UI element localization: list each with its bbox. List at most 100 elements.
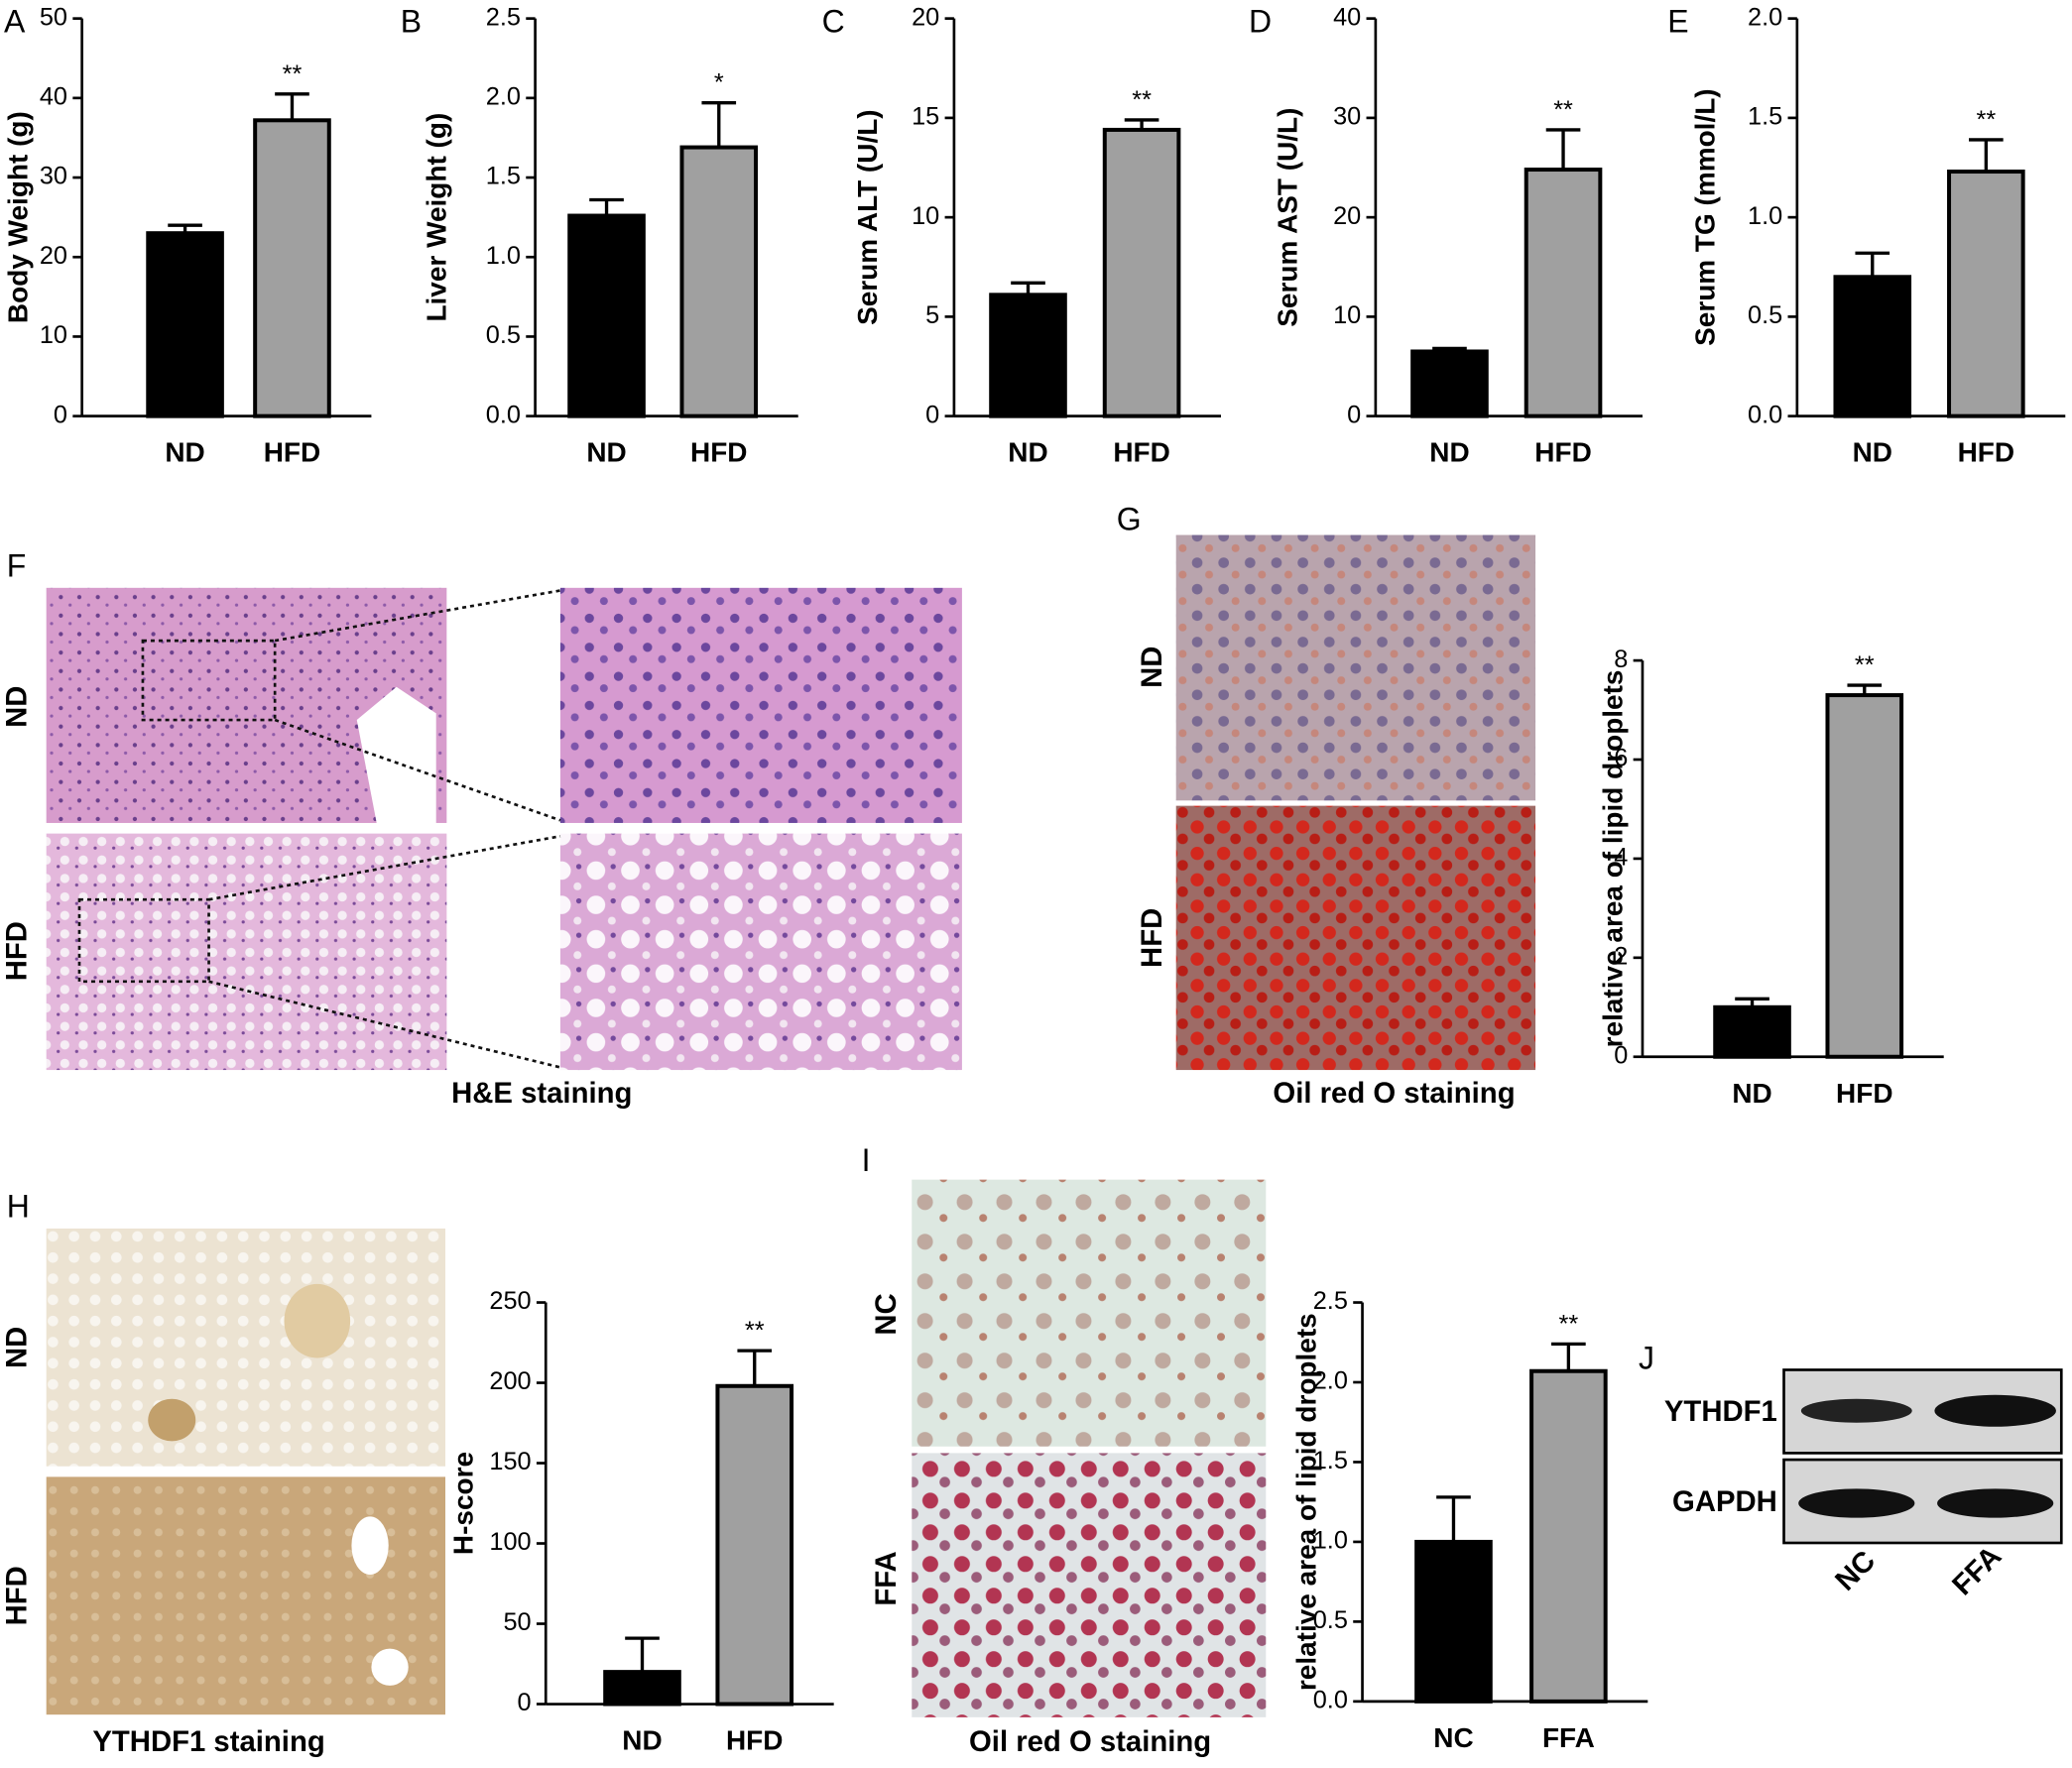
y-axis-title: Serum ALT (U/L): [852, 109, 883, 325]
zoom-box: [141, 639, 277, 722]
micrograph: [1175, 534, 1536, 801]
y-tick-label: 20: [1333, 202, 1361, 230]
vessel: [148, 1398, 196, 1442]
bar: [1410, 349, 1489, 418]
bar: [679, 145, 759, 418]
bar: [146, 231, 224, 418]
y-tick-label: 1.0: [1748, 202, 1782, 230]
band: [1798, 1488, 1915, 1518]
x-tick-label: HFD: [1958, 437, 2014, 468]
y-axis-title: Serum TG (mmol/L): [1690, 88, 1721, 346]
y-tick-label: 20: [912, 3, 939, 31]
y-tick-label: 200: [489, 1367, 531, 1395]
y-tick-label: 0: [925, 401, 939, 428]
y-axis-title: H-score: [447, 1452, 478, 1555]
y-axis-title: Liver Weight (g): [422, 113, 452, 322]
zoom-box: [77, 897, 210, 984]
y-tick-label: 0.5: [486, 321, 521, 349]
panel-letter: J: [1639, 1341, 1654, 1376]
y-tick-label: 10: [1333, 301, 1361, 329]
x-tick-label: HFD: [1113, 437, 1169, 468]
micrograph: [559, 587, 962, 823]
row-label: HFD: [0, 1566, 33, 1625]
y-tick-label: 1.5: [1313, 1447, 1348, 1474]
significance: **: [745, 1317, 765, 1345]
x-tick-label: HFD: [1836, 1078, 1892, 1109]
x-tick-label: NC: [1433, 1722, 1473, 1753]
y-tick-label: 4: [1614, 844, 1628, 872]
band-label: GAPDH: [1672, 1485, 1777, 1518]
y-tick-label: 0.0: [1313, 1687, 1348, 1714]
x-tick-label: ND: [1008, 437, 1047, 468]
y-tick-label: 150: [489, 1448, 531, 1475]
y-tick-label: 6: [1614, 745, 1628, 772]
y-tick-label: 2: [1614, 943, 1628, 971]
significance: **: [283, 60, 303, 88]
bar: [567, 213, 646, 418]
y-tick-label: 10: [40, 321, 67, 349]
y-tick-label: 2.0: [486, 83, 521, 111]
vessel: [351, 1516, 389, 1575]
micrograph: [912, 1179, 1267, 1447]
micrograph: [46, 833, 447, 1071]
panel-letter: H: [7, 1188, 30, 1224]
lane-label: NC: [1829, 1544, 1882, 1596]
y-axis-title: Body Weight (g): [2, 111, 33, 323]
x-tick-label: ND: [1853, 437, 1892, 468]
bar: [989, 293, 1067, 418]
panel-letter: B: [401, 3, 422, 39]
x-tick-label: ND: [622, 1725, 662, 1756]
bar: [1414, 1539, 1493, 1704]
y-axis-title: relative area of lipid droplets: [1290, 1313, 1321, 1691]
panel-letter: E: [1667, 3, 1688, 39]
significance: *: [714, 69, 724, 97]
y-tick-label: 100: [489, 1528, 531, 1556]
y-tick-label: 30: [40, 163, 67, 190]
y-tick-label: 1.0: [486, 242, 521, 270]
caption: YTHDF1 staining: [92, 1725, 324, 1758]
panel-letter: A: [4, 3, 26, 39]
y-axis-title: relative area of lipid droplets: [1597, 670, 1628, 1048]
band: [1934, 1394, 2056, 1427]
band: [1937, 1488, 2054, 1518]
band-label: YTHDF1: [1664, 1395, 1777, 1428]
y-tick-label: 2.5: [486, 3, 521, 31]
micrograph: [912, 1453, 1267, 1717]
y-tick-label: 20: [40, 242, 67, 270]
bar: [603, 1670, 681, 1707]
significance: **: [1559, 1310, 1579, 1338]
y-tick-label: 2.0: [1748, 3, 1782, 31]
x-tick-label: HFD: [1534, 437, 1591, 468]
vessel: [371, 1648, 409, 1686]
micrograph: [46, 1228, 446, 1467]
y-tick-label: 40: [1333, 3, 1361, 31]
x-tick-label: HFD: [264, 437, 320, 468]
significance: **: [1855, 651, 1875, 679]
caption: H&E staining: [451, 1077, 632, 1110]
panel-letter: C: [822, 3, 845, 39]
y-tick-label: 0: [1347, 401, 1361, 428]
zoom-line: [208, 589, 561, 1069]
panel-letter: I: [862, 1142, 871, 1178]
bar: [253, 118, 331, 418]
images: [46, 534, 2063, 1717]
y-tick-label: 40: [40, 83, 67, 111]
y-tick-label: 15: [912, 103, 939, 131]
y-tick-label: 0.0: [486, 401, 521, 428]
y-tick-label: 2.0: [1313, 1367, 1348, 1395]
y-tick-label: 1.0: [1313, 1527, 1348, 1555]
vessel: [356, 686, 436, 823]
bar: [1833, 275, 1912, 418]
x-tick-label: ND: [165, 437, 204, 468]
y-tick-label: 0.5: [1313, 1606, 1348, 1634]
y-tick-label: 50: [40, 3, 67, 31]
caption: Oil red O staining: [969, 1725, 1211, 1758]
band: [1800, 1398, 1912, 1423]
row-label: NC: [870, 1293, 903, 1335]
significance: **: [1553, 96, 1573, 124]
y-tick-label: 0.0: [1748, 401, 1782, 428]
panel-letter: D: [1249, 3, 1272, 39]
panel-letter: F: [7, 547, 27, 583]
y-tick-label: 50: [503, 1608, 531, 1636]
